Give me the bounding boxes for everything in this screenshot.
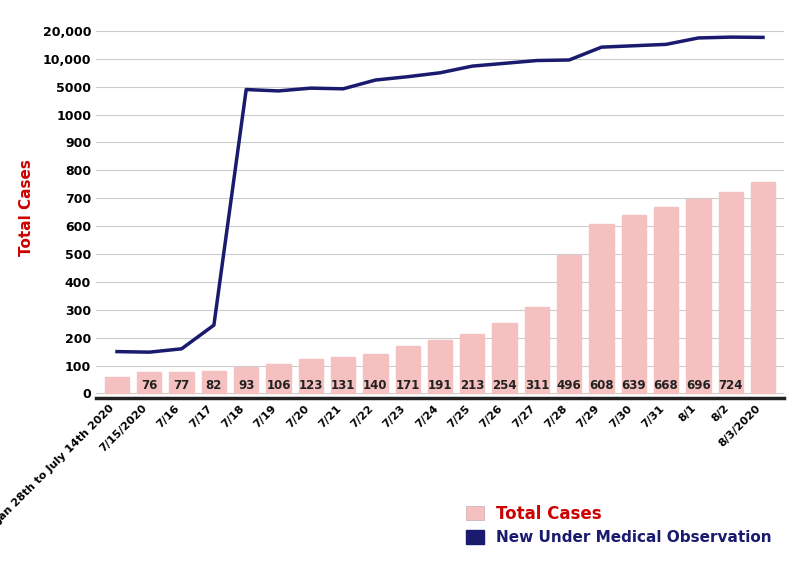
Bar (395, 346, 420, 394)
Bar (718, 191, 743, 394)
Bar (234, 367, 258, 394)
Text: 131: 131 (331, 379, 355, 392)
Text: 106: 106 (266, 379, 290, 392)
Text: 608: 608 (589, 379, 614, 392)
Text: 140: 140 (363, 379, 388, 392)
Bar (654, 207, 678, 394)
Text: 171: 171 (395, 379, 420, 392)
Bar (298, 359, 323, 394)
Bar (686, 199, 710, 394)
Text: 254: 254 (492, 379, 517, 392)
Bar (202, 370, 226, 394)
Bar (137, 372, 162, 394)
Bar (428, 340, 452, 394)
Bar (266, 364, 290, 394)
Y-axis label: Total Cases: Total Cases (19, 159, 34, 256)
Text: 191: 191 (428, 379, 452, 392)
Legend: Total Cases, New Under Medical Observation: Total Cases, New Under Medical Observati… (461, 500, 776, 550)
Bar (751, 182, 775, 394)
Text: 311: 311 (525, 379, 549, 392)
Text: 639: 639 (622, 379, 646, 392)
Bar (493, 323, 517, 394)
Bar (622, 215, 646, 394)
Bar (170, 372, 194, 394)
Bar (331, 357, 355, 394)
Text: 668: 668 (654, 379, 678, 392)
Bar (590, 224, 614, 394)
Text: 76: 76 (141, 379, 158, 392)
Text: 724: 724 (718, 379, 743, 392)
Text: 123: 123 (298, 379, 323, 392)
Text: 496: 496 (557, 379, 582, 392)
Text: 93: 93 (238, 379, 254, 392)
Text: 77: 77 (174, 379, 190, 392)
Bar (557, 255, 582, 394)
Text: 82: 82 (206, 379, 222, 392)
Bar (105, 377, 129, 394)
Bar (525, 307, 549, 394)
Bar (460, 334, 485, 394)
Text: 213: 213 (460, 379, 485, 392)
Bar (363, 354, 387, 394)
Text: 696: 696 (686, 379, 710, 392)
